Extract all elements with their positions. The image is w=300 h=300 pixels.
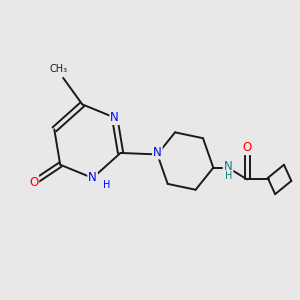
Text: CH₃: CH₃ — [50, 64, 68, 74]
Text: O: O — [29, 176, 38, 189]
Text: H: H — [103, 180, 110, 190]
Text: N: N — [153, 146, 162, 159]
Text: N: N — [110, 111, 119, 124]
Text: N: N — [224, 160, 233, 173]
Text: N: N — [88, 172, 97, 184]
Text: H: H — [225, 171, 232, 181]
Text: O: O — [242, 141, 252, 154]
